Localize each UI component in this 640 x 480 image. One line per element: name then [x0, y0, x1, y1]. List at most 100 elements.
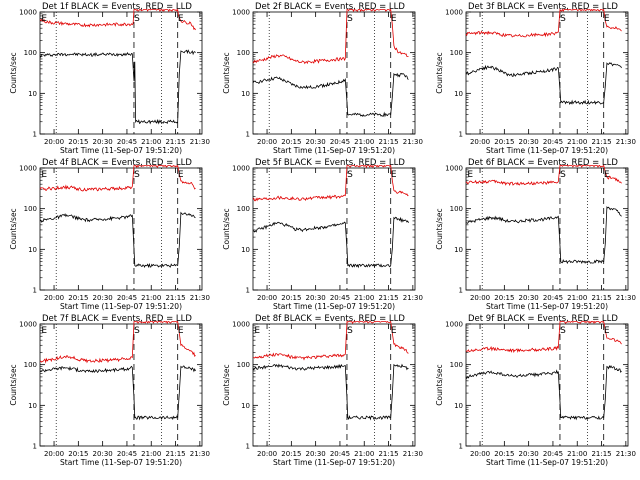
x-tick-label: 20:15 — [494, 138, 514, 146]
event-marker-label: E — [467, 170, 473, 180]
y-tick-label: 100 — [237, 49, 250, 57]
y-tick-label: 10 — [454, 246, 463, 254]
series-line-events — [465, 206, 622, 265]
y-axis-label: Counts/sec — [435, 52, 444, 93]
event-marker-label: S — [347, 14, 353, 24]
x-tick-label: 20:45 — [543, 294, 563, 302]
y-tick-label: 1000 — [445, 321, 463, 329]
x-axis-label: Start Time (11-Sep-07 19:51:20) — [486, 146, 608, 155]
series-line-lld — [465, 320, 622, 353]
y-tick-label: 100 — [450, 361, 463, 369]
series-line-events — [39, 365, 196, 421]
x-axis-label: Start Time (11-Sep-07 19:51:20) — [273, 302, 395, 311]
x-tick-label: 20:30 — [93, 138, 113, 146]
y-axis-label: Counts/sec — [222, 364, 231, 405]
x-tick-label: 21:15 — [165, 450, 185, 458]
panel-title: Det 9f BLACK = Events, RED = LLD — [468, 314, 618, 324]
y-tick-label: 100 — [237, 361, 250, 369]
x-tick-label: 20:00 — [44, 450, 64, 458]
x-tick-label: 20:30 — [519, 450, 539, 458]
chart-panel-1: Det 1f BLACK = Events, RED = LLD 1 10 100 10… — [9, 2, 210, 155]
x-tick-label: 20:00 — [257, 450, 277, 458]
x-tick-label: 21:00 — [141, 138, 161, 146]
event-marker-label: E — [391, 326, 397, 336]
x-tick-label: 21:30 — [403, 450, 423, 458]
event-marker-label: E — [391, 170, 397, 180]
x-tick-label: 20:00 — [257, 294, 277, 302]
event-marker-label: E — [41, 14, 47, 24]
y-tick-label: 1000 — [19, 9, 37, 17]
series-line-events — [39, 211, 196, 269]
series-line-lld — [465, 164, 622, 186]
chart-panel-4: Det 4f BLACK = Events, RED = LLD 1 10 100 10… — [9, 158, 210, 311]
event-marker-label: E — [604, 14, 610, 24]
y-tick-label: 1000 — [445, 165, 463, 173]
y-axis-label: Counts/sec — [9, 208, 18, 249]
event-marker-label: E — [254, 326, 260, 336]
panel-title: Det 2f BLACK = Events, RED = LLD — [255, 2, 405, 12]
event-marker-label: E — [178, 14, 184, 24]
y-tick-label: 1000 — [19, 321, 37, 329]
chart-panel-9: Det 9f BLACK = Events, RED = LLD 1 10 100 10… — [435, 314, 636, 467]
plot-frame — [39, 167, 203, 291]
x-tick-label: 21:00 — [567, 294, 587, 302]
panel-title: Det 5f BLACK = Events, RED = LLD — [255, 158, 405, 168]
x-tick-label: 20:00 — [470, 450, 490, 458]
y-axis-label: Counts/sec — [435, 364, 444, 405]
event-marker-label: E — [604, 326, 610, 336]
event-marker-label: S — [134, 14, 140, 24]
plot-frame — [252, 323, 416, 447]
series-line-lld — [465, 8, 622, 38]
y-tick-label: 100 — [450, 49, 463, 57]
y-tick-label: 100 — [24, 205, 37, 213]
y-tick-label: 10 — [241, 246, 250, 254]
panel-title: Det 7f BLACK = Events, RED = LLD — [42, 314, 192, 324]
event-marker-label: S — [347, 326, 353, 336]
event-marker-label: E — [178, 326, 184, 336]
y-tick-label: 1000 — [232, 165, 250, 173]
x-tick-label: 21:00 — [354, 138, 374, 146]
y-tick-label: 1 — [33, 287, 37, 295]
event-marker-label: S — [560, 170, 566, 180]
panel-title: Det 6f BLACK = Events, RED = LLD — [468, 158, 618, 168]
x-tick-label: 21:00 — [141, 450, 161, 458]
y-axis-label: Counts/sec — [9, 52, 18, 93]
x-tick-label: 20:30 — [93, 450, 113, 458]
x-tick-label: 21:00 — [567, 450, 587, 458]
plot-frame — [465, 167, 629, 291]
x-tick-label: 20:00 — [470, 138, 490, 146]
y-tick-label: 1 — [246, 443, 250, 451]
x-tick-label: 20:30 — [306, 294, 326, 302]
x-tick-label: 20:45 — [330, 294, 350, 302]
y-tick-label: 1 — [33, 131, 37, 139]
x-tick-label: 21:30 — [403, 294, 423, 302]
y-tick-label: 1 — [459, 443, 463, 451]
x-tick-label: 20:45 — [117, 450, 137, 458]
y-axis-label: Counts/sec — [222, 52, 231, 93]
x-tick-label: 21:15 — [378, 294, 398, 302]
event-marker-label: E — [41, 326, 47, 336]
panel-title: Det 1f BLACK = Events, RED = LLD — [42, 2, 192, 12]
y-tick-label: 10 — [241, 90, 250, 98]
plot-frame — [465, 11, 629, 135]
plot-frame — [465, 323, 629, 447]
x-tick-label: 21:30 — [190, 138, 210, 146]
x-tick-label: 20:00 — [470, 294, 490, 302]
event-marker-label: E — [604, 170, 610, 180]
x-tick-label: 20:45 — [117, 294, 137, 302]
x-tick-label: 20:15 — [281, 138, 301, 146]
series-line-events — [465, 62, 622, 105]
x-tick-label: 20:15 — [68, 450, 88, 458]
y-tick-label: 1000 — [232, 321, 250, 329]
plot-frame — [39, 11, 203, 135]
x-tick-label: 21:15 — [378, 138, 398, 146]
y-tick-label: 1000 — [445, 9, 463, 17]
series-line-events — [39, 49, 196, 125]
x-tick-label: 21:30 — [190, 450, 210, 458]
y-tick-label: 10 — [28, 246, 37, 254]
y-tick-label: 1 — [246, 287, 250, 295]
x-tick-label: 20:15 — [494, 294, 514, 302]
y-tick-label: 100 — [24, 361, 37, 369]
x-tick-label: 20:00 — [44, 294, 64, 302]
